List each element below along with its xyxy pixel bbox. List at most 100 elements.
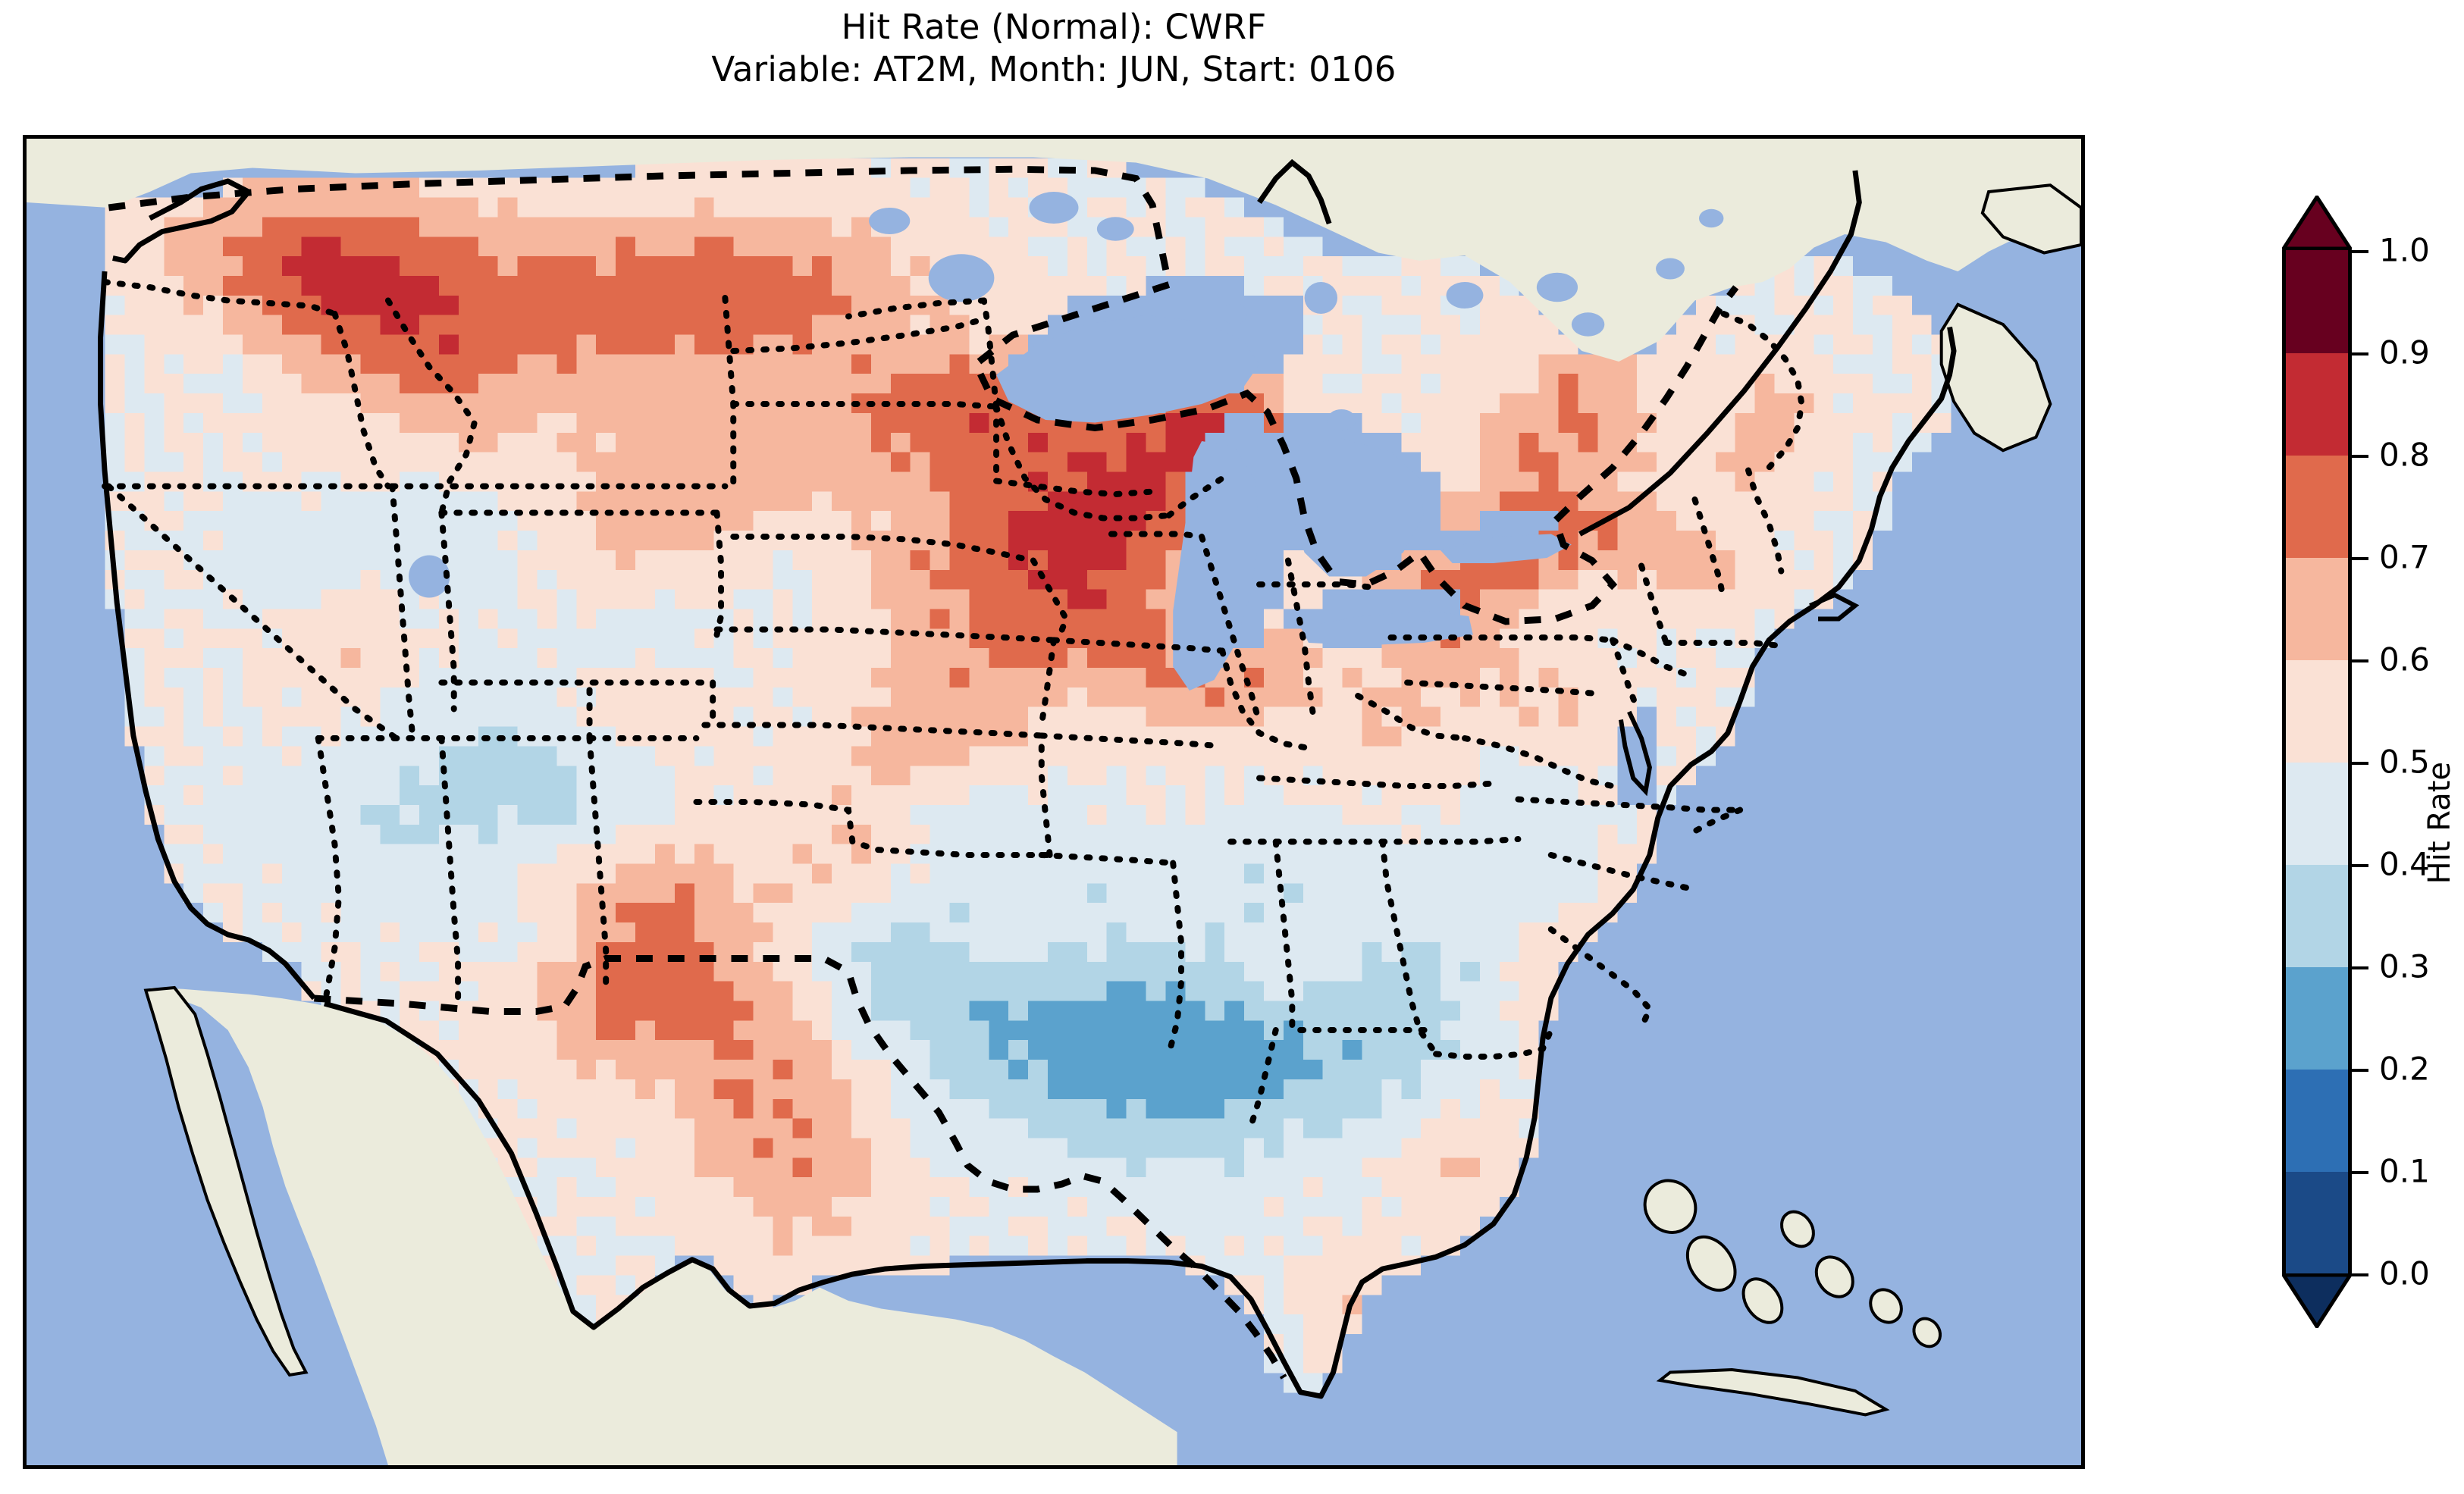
lake-ontario: [1440, 534, 1572, 563]
canada-lake-5: [1446, 282, 1484, 309]
colorbar-tick: [2352, 352, 2368, 355]
colorbar-band: [2282, 659, 2352, 763]
state-border-34: [1272, 838, 1296, 1033]
state-borders-group: [102, 165, 1805, 1380]
great-salt-lake: [409, 555, 450, 598]
state-border-52: [1663, 640, 1780, 649]
colorbar-tick: [2352, 1069, 2368, 1072]
colorbar-tick: [2352, 659, 2368, 662]
state-border-63: [730, 316, 987, 354]
map-plot-area: [27, 139, 2081, 1465]
state-border-60: [1691, 807, 1744, 835]
state-border-25: [1038, 852, 1177, 866]
west-coast-line: [98, 271, 317, 1001]
canada-lake-1: [869, 207, 911, 234]
colorbar-tick-label: 0.9: [2379, 334, 2430, 371]
colorbar-band: [2282, 557, 2352, 660]
lakes-group: [409, 192, 1724, 691]
state-border-27: [993, 478, 1156, 498]
bahamas-island-6: [1912, 1317, 1942, 1348]
state-border-14: [722, 295, 737, 490]
map-axes: [23, 135, 2085, 1469]
puget-sound-line: [112, 178, 252, 264]
state-border-56: [1165, 470, 1234, 518]
foreign-land-group: [27, 139, 2081, 1465]
state-border-42: [1462, 735, 1616, 789]
colorbar-tick: [2352, 762, 2368, 765]
lake-erie: [1300, 611, 1473, 646]
colorbar-label: Hit Rate: [2422, 762, 2457, 885]
colorbar-tick: [2352, 1171, 2368, 1174]
lake-superior: [996, 315, 1259, 423]
gulf-and-east-coast-line: [324, 326, 1957, 1399]
bahamas-island-0: [1643, 1179, 1698, 1234]
state-border-30: [1284, 557, 1316, 715]
state-border-44: [1404, 679, 1595, 697]
colorbar-tick-label: 0.6: [2379, 641, 2430, 678]
bahamas-island-3: [1780, 1210, 1815, 1248]
state-border-26: [993, 403, 1172, 521]
colorbar-band: [2282, 762, 2352, 865]
title-line-1: Hit Rate (Normal): CWRF: [841, 7, 1267, 47]
state-border-15: [730, 401, 1000, 410]
state-border-43: [1355, 693, 1468, 741]
cape-cod-line: [1809, 592, 1860, 622]
colorbar-band: [2282, 864, 2352, 967]
state-border-3: [384, 297, 478, 516]
state-border-62: [845, 297, 987, 320]
canada-lake-2: [1029, 192, 1079, 224]
colorbar-tick-label: 0.0: [2379, 1254, 2430, 1292]
colorbar-gradient: [2282, 250, 2352, 1274]
colorbar-over-arrow: [2282, 196, 2352, 250]
mexico-landmass: [149, 988, 1177, 1465]
state-border-11: [586, 735, 610, 988]
colorbar-tick-label: 0.1: [2379, 1152, 2430, 1190]
canada-lake-7: [1571, 312, 1605, 337]
canada-landmass: [27, 139, 2081, 362]
colorbar-tick-label: 0.4: [2379, 845, 2430, 883]
colorbar-tick: [2352, 557, 2368, 560]
state-border-28: [1108, 531, 1205, 540]
canada-lake-4: [1304, 282, 1338, 314]
chart-title: Hit Rate (Normal): CWRF Variable: AT2M, …: [0, 6, 2108, 91]
state-border-16: [730, 534, 1036, 564]
colorbar-tick: [2352, 250, 2368, 253]
colorbar-tick-label: 0.5: [2379, 743, 2430, 781]
state-border-20: [713, 509, 725, 638]
colorbar-tick: [2352, 966, 2368, 969]
colorbar-tick: [2352, 1273, 2368, 1276]
baja-peninsula: [143, 985, 309, 1377]
state-border-17: [713, 626, 1057, 644]
state-border-36: [1248, 1027, 1279, 1129]
colorbar-outline: [2282, 250, 2352, 1273]
state-border-55: [1256, 581, 1374, 590]
cuba-island: [1656, 1368, 1890, 1417]
colorbar-tick-label: 0.7: [2379, 538, 2430, 576]
colorbar-tick-label: 0.2: [2379, 1050, 2430, 1088]
state-border-12: [438, 509, 457, 713]
colorbar-tick: [2352, 864, 2368, 867]
state-border-10: [438, 735, 462, 1004]
state-border-29: [1199, 534, 1262, 725]
colorbar-tick-label: 0.3: [2379, 947, 2430, 985]
state-border-7: [105, 483, 400, 741]
colorbar-under-arrow: [2282, 1273, 2352, 1328]
state-border-40: [1547, 852, 1698, 893]
state-border-2: [331, 311, 391, 490]
state-border-51: [1720, 311, 1805, 471]
bahamas-island-4: [1814, 1255, 1854, 1298]
state-border-19: [693, 799, 1053, 858]
state-border-49: [1691, 496, 1727, 603]
state-border-22: [1030, 557, 1070, 644]
colorbar-band: [2282, 966, 2352, 1070]
state-border-46: [1610, 637, 1690, 678]
state-border-32: [1256, 775, 1497, 789]
title-line-2: Variable: AT2M, Month: JUN, Start: 0106: [711, 49, 1397, 89]
state-border-39: [1547, 926, 1654, 1031]
canada-lake-10: [1656, 258, 1685, 280]
colorbar-tick-label: 0.8: [2379, 436, 2430, 474]
state-border-45: [1387, 634, 1616, 644]
state-border-58: [1038, 735, 1053, 858]
state-border-47: [1610, 637, 1641, 713]
colorbar-band: [2282, 352, 2352, 456]
